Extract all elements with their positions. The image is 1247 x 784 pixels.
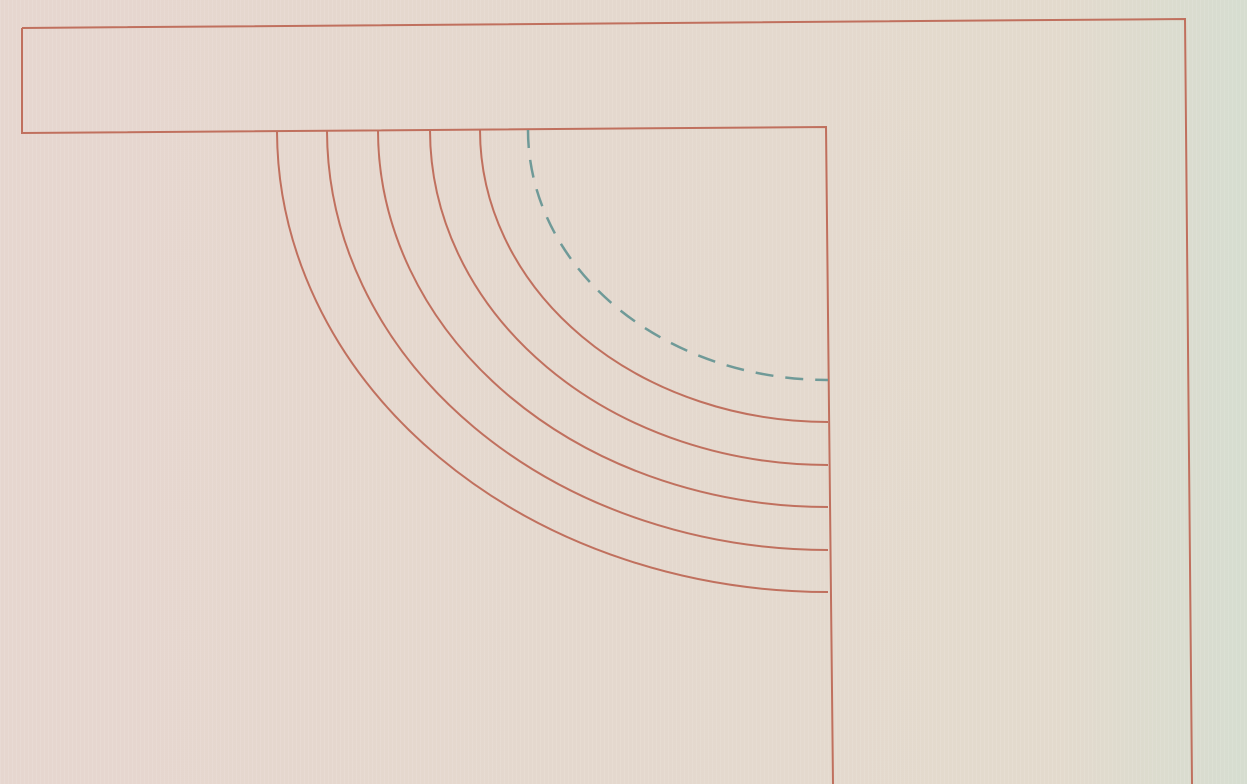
outer-frame <box>21 17 1193 784</box>
arc <box>276 131 829 593</box>
dashed-arc <box>526 129 829 382</box>
inner-frame <box>21 28 834 784</box>
arc <box>479 129 829 423</box>
arc <box>326 130 829 551</box>
arc <box>429 129 829 466</box>
arc <box>377 130 829 508</box>
